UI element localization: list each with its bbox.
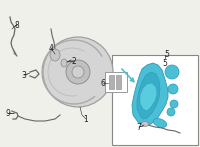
Ellipse shape — [61, 59, 67, 67]
Circle shape — [43, 37, 113, 107]
Bar — [105, 72, 127, 92]
Text: 7: 7 — [137, 122, 141, 132]
Text: 1: 1 — [84, 115, 88, 123]
Polygon shape — [140, 83, 157, 111]
Text: 6: 6 — [101, 78, 105, 87]
Text: 8: 8 — [15, 20, 19, 30]
Bar — [116, 75, 121, 89]
Polygon shape — [137, 72, 160, 119]
Ellipse shape — [50, 49, 60, 61]
Circle shape — [168, 84, 178, 94]
Circle shape — [66, 60, 90, 84]
Text: 3: 3 — [22, 71, 26, 80]
Ellipse shape — [142, 122, 148, 127]
Text: 2: 2 — [72, 56, 76, 66]
Text: 5: 5 — [163, 59, 167, 68]
Text: 5: 5 — [165, 50, 169, 59]
Bar — [112, 55, 198, 145]
Text: 4: 4 — [49, 44, 53, 52]
Circle shape — [72, 66, 84, 78]
Text: 9: 9 — [6, 108, 10, 117]
Circle shape — [167, 108, 175, 116]
Bar — [109, 75, 114, 89]
Circle shape — [165, 65, 179, 79]
Ellipse shape — [153, 118, 167, 127]
Polygon shape — [132, 63, 168, 125]
Circle shape — [170, 100, 178, 108]
